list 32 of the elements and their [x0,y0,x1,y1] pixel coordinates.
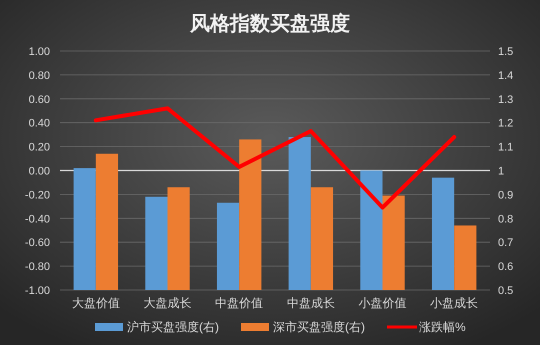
y-tick-label: 0.20 [28,142,50,154]
x-tick-label: 中盘成长 [286,296,335,310]
y2-tick-label: 0.8 [498,213,514,226]
y2-tick-label: 1.1 [498,142,514,154]
y2-tick-label: 1 [498,166,504,178]
x-tick-label: 小盘成长 [430,296,478,310]
y-tick-label: 0.40 [28,118,50,130]
y-tick-label: 0.80 [28,70,50,82]
y-tick-label: 0.60 [28,94,50,106]
x-tick-label: 大盘价值 [72,296,120,310]
y-tick-label: 0.00 [28,166,50,178]
legend-label: 沪市买盘强度(右) [127,320,219,334]
y2-tick-label: 0.9 [498,189,514,202]
x-tick-label: 小盘价值 [358,296,406,310]
y-tick-label: -1.00 [24,285,50,297]
y-tick-label: -0.40 [24,213,50,226]
y-tick-label: -0.80 [24,261,50,274]
x-tick-label: 大盘成长 [144,296,192,310]
chart-title: 风格指数买盘强度 [189,12,350,35]
y2-tick-label: 1.4 [498,70,514,82]
y2-tick-label: 1.5 [498,46,514,58]
y-tick-label: -0.20 [24,189,50,202]
legend-label: 涨跌幅% [419,320,466,334]
y2-tick-label: 1.2 [498,118,514,130]
legend-label: 深市买盘强度(右) [273,320,365,334]
y2-tick-label: 0.6 [498,261,514,274]
x-tick-label: 中盘价值 [215,296,264,310]
y2-tick-label: 1.3 [498,94,514,106]
y2-tick-label: 0.7 [498,237,514,250]
y-tick-label: -0.60 [24,237,50,250]
y-tick-label: 1.00 [28,46,50,58]
y2-tick-label: 0.5 [498,285,514,297]
